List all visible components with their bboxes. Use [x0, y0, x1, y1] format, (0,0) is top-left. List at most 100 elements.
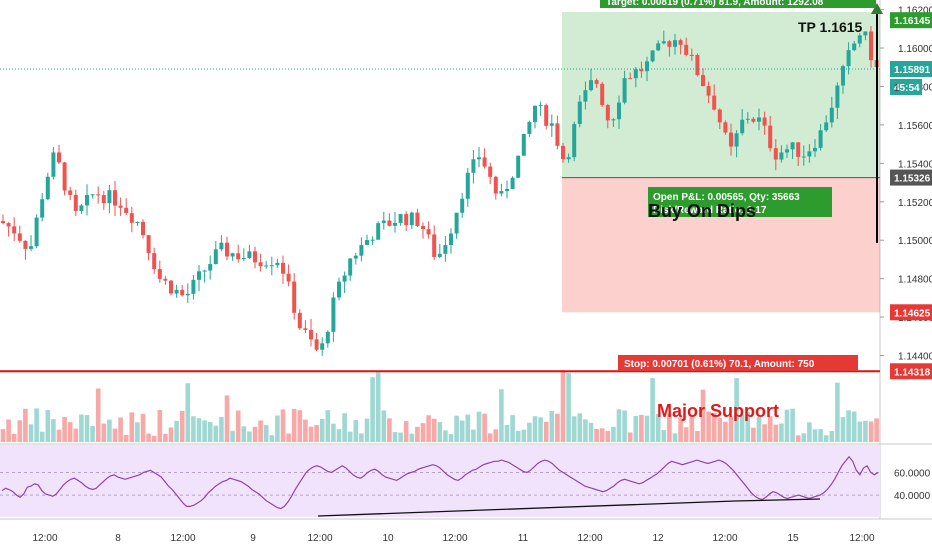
candle-body: [482, 157, 487, 167]
volume-bar: [252, 426, 258, 442]
entry-price-tag: 1.15326: [894, 174, 931, 185]
candle-body: [510, 177, 515, 189]
volume-bar: [112, 428, 118, 442]
candle-body: [835, 85, 840, 108]
volume-bar: [129, 412, 135, 442]
candle-body: [124, 207, 129, 214]
volume-bar: [538, 417, 543, 442]
volume-bar: [174, 420, 179, 442]
volume-bar: [387, 418, 392, 442]
volume-bar: [459, 420, 465, 442]
candle-body: [785, 149, 789, 153]
candle-body: [801, 156, 806, 158]
candle-body: [617, 102, 621, 120]
candle-body: [258, 262, 263, 267]
candle-body: [633, 69, 638, 79]
volume-bar: [689, 414, 695, 442]
volume-bar: [51, 419, 56, 442]
volume-bar: [487, 433, 493, 442]
volume-bar: [521, 429, 527, 442]
major-support-annotation: Major Support: [657, 401, 779, 421]
candle-body: [348, 258, 353, 276]
candle-body: [85, 194, 89, 206]
candle-body: [29, 246, 33, 249]
candle-body: [73, 194, 78, 211]
candle-body: [370, 239, 375, 241]
volume-bar: [23, 408, 28, 442]
candle-body: [757, 117, 761, 122]
volume-bar: [235, 410, 241, 442]
candle-body: [521, 133, 526, 156]
volume-bar: [179, 410, 185, 442]
volume-bar: [661, 430, 667, 442]
volume-bar: [493, 429, 499, 442]
volume-bar: [297, 410, 303, 442]
time-tick-label: 12:00: [170, 533, 195, 544]
candle-body: [852, 43, 857, 51]
candle-body: [527, 121, 532, 134]
volume-bar: [17, 420, 23, 442]
volume-bar: [0, 429, 6, 442]
candle-body: [180, 289, 185, 296]
price-tick-label: 1.14400: [898, 352, 932, 363]
candle-body: [561, 145, 565, 160]
candle-body: [163, 278, 168, 281]
volume-bar: [801, 433, 807, 442]
candle-body: [505, 188, 509, 192]
candle-body: [68, 190, 73, 195]
candle-body: [146, 235, 151, 254]
volume-bar: [325, 410, 331, 442]
tp-arrow-head: [871, 3, 883, 14]
candle-body: [387, 220, 392, 226]
volume-bar: [504, 424, 510, 442]
time-tick-label: 11: [518, 533, 529, 544]
volume-bar: [420, 423, 426, 442]
candle-body: [773, 148, 778, 160]
volume-bar: [571, 416, 577, 442]
volume-bar: [263, 425, 269, 442]
candle-body: [101, 195, 106, 204]
candle-body: [449, 233, 453, 246]
candle-body: [745, 118, 750, 120]
candle-body: [555, 123, 560, 146]
candle-body: [628, 78, 633, 80]
candle-body: [225, 242, 229, 257]
time-axis[interactable]: 12:00 8 12:00 9 12:00 10 12:00 11 12:00 12 12:00 15…: [32, 533, 874, 544]
volume-bar: [426, 415, 431, 442]
volume-bar: [56, 429, 62, 442]
volume-bar: [409, 433, 415, 442]
volume-bar: [784, 409, 790, 442]
candle-body: [678, 40, 683, 45]
volume-bar: [230, 430, 235, 442]
candle-body: [96, 194, 101, 196]
tp-price-tag-bg: [890, 12, 932, 29]
rr-label: Risk/Reward Ratio: 1.17: [653, 205, 767, 216]
candle-body: [471, 159, 476, 173]
volume-bar: [163, 433, 168, 442]
candle-body: [807, 151, 812, 157]
volume-bar: [303, 419, 308, 442]
open-pnl-label: Open P&L: 0.00565, Qty: 35663: [653, 192, 800, 203]
volume-bar: [790, 408, 795, 442]
candle-body: [695, 54, 700, 76]
candle-body: [415, 212, 420, 226]
candle-body: [538, 105, 543, 107]
time-tick-label: 12:00: [849, 533, 874, 544]
volume-bar: [874, 418, 879, 442]
volume-bar: [241, 426, 247, 442]
candle-body: [426, 229, 431, 235]
stop-price-tag-bg: [890, 304, 932, 321]
volume-bar: [28, 424, 34, 442]
volume-bar: [353, 420, 359, 442]
volume-bar: [678, 417, 683, 442]
candle-body: [6, 223, 11, 227]
position-zones: [562, 12, 880, 313]
candle-body: [275, 262, 280, 266]
candle-body: [790, 142, 795, 150]
candle-body: [51, 152, 56, 177]
candle-body: [477, 157, 481, 160]
candle-body: [768, 125, 773, 149]
buy-on-dips-annotation: Buy On Dips: [648, 201, 756, 221]
volume-bar: [627, 432, 633, 442]
